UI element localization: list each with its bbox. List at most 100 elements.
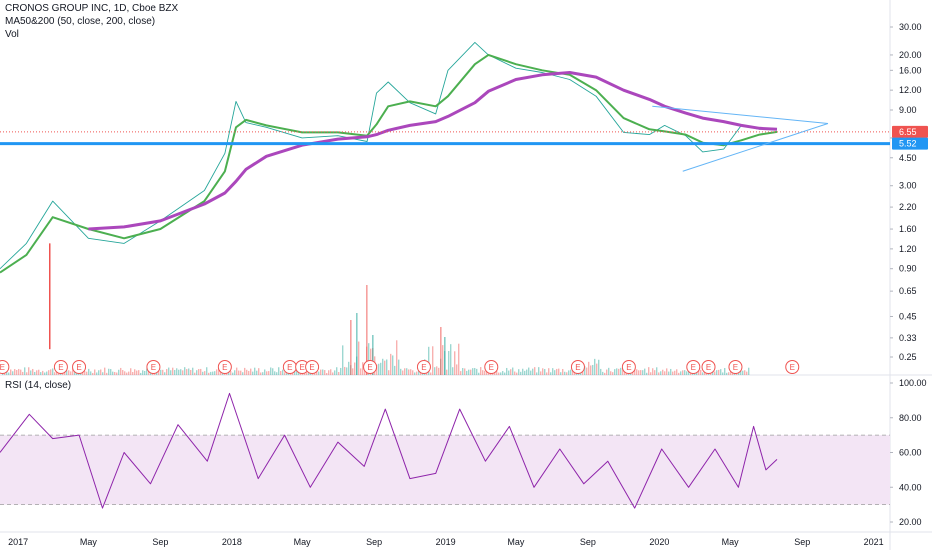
volume-bar — [260, 372, 262, 375]
volume-spike — [440, 327, 442, 375]
time-tick-label: Sep — [152, 537, 168, 547]
volume-bar — [106, 372, 108, 375]
price-tick-label: 0.65 — [899, 286, 917, 296]
volume-bar — [284, 372, 286, 375]
volume-bar — [130, 368, 132, 375]
volume-bar — [394, 365, 396, 375]
volume-bar — [102, 372, 104, 375]
time-tick-label: 2020 — [649, 537, 669, 547]
volume-bars — [2, 243, 750, 375]
volume-bar — [728, 372, 730, 375]
volume-bar — [184, 367, 186, 375]
volume-bar — [702, 372, 704, 375]
volume-bar — [38, 369, 40, 375]
volume-bar — [296, 368, 298, 375]
volume-bar — [568, 370, 570, 375]
volume-bar — [742, 370, 744, 375]
volume-bar — [700, 369, 702, 375]
volume-bar — [182, 370, 184, 375]
volume-bar — [16, 370, 18, 375]
volume-bar — [496, 368, 498, 375]
earnings-marker-label: E — [58, 363, 63, 372]
ma-label: MA50&200 (50, close, 200, close) — [5, 16, 156, 27]
volume-bar — [544, 369, 546, 375]
volume-bar — [622, 368, 624, 375]
earnings-marker — [53, 360, 68, 374]
volume-bar — [346, 367, 348, 375]
volume-bar — [564, 371, 566, 375]
volume-bar — [412, 370, 414, 375]
volume-bar — [180, 369, 182, 375]
volume-bar — [250, 368, 252, 375]
earnings-marker-label: E — [309, 363, 314, 372]
volume-bar — [240, 370, 242, 375]
volume-bar — [716, 370, 718, 375]
volume-bar — [512, 367, 514, 375]
volume-bar — [48, 370, 50, 375]
volume-bar — [72, 368, 74, 375]
volume-bar — [660, 371, 662, 375]
volume-bar — [276, 372, 278, 375]
volume-bar — [384, 360, 386, 375]
volume-spike — [372, 335, 374, 375]
volume-bar — [338, 371, 340, 375]
volume-bar — [604, 372, 606, 375]
volume-bar — [416, 371, 418, 375]
volume-bar — [334, 370, 336, 375]
rsi-tick-label: 60.00 — [899, 448, 922, 458]
earnings-marker-label: E — [299, 363, 304, 372]
price-tick-label: 2.20 — [899, 202, 917, 212]
volume-bar — [292, 372, 294, 375]
price-tick-label: 1.60 — [899, 224, 917, 234]
volume-bar — [322, 369, 324, 375]
volume-bar — [546, 372, 548, 375]
volume-bar — [678, 372, 680, 375]
volume-bar — [34, 371, 36, 375]
rsi-line — [0, 392, 778, 509]
volume-bar — [358, 341, 360, 375]
price-tick-label: 16.00 — [899, 65, 922, 75]
rsi-legend: RSI (14, close) — [5, 380, 71, 392]
earnings-marker-label: E — [421, 363, 426, 372]
price-tick-label: 20.00 — [899, 50, 922, 60]
volume-bar — [482, 370, 484, 375]
volume-bar — [590, 365, 592, 375]
volume-bar — [454, 351, 456, 375]
chart-title-legend: CRONOS GROUP INC, 1D, Cboe BZX — [5, 3, 178, 15]
volume-bar — [540, 371, 542, 375]
volume-bar — [594, 358, 596, 375]
volume-bar — [98, 370, 100, 375]
volume-bar — [748, 367, 750, 375]
volume-bar — [684, 370, 686, 375]
volume-bar — [138, 370, 140, 375]
volume-bar — [446, 369, 448, 375]
earnings-marker-label: E — [706, 363, 711, 372]
volume-bar — [368, 343, 370, 375]
volume-bar — [588, 361, 590, 375]
time-tick-label: Sep — [580, 537, 596, 547]
volume-bar — [10, 369, 12, 375]
volume-bar — [36, 370, 38, 375]
volume-bar — [172, 367, 174, 375]
volume-spike — [356, 313, 358, 375]
volume-bar — [188, 368, 190, 375]
volume-bar — [570, 369, 572, 375]
volume-bar — [156, 372, 158, 375]
ma50-line — [0, 53, 778, 274]
ma200-line — [88, 71, 778, 231]
volume-bar — [30, 370, 32, 375]
volume-bar — [532, 368, 534, 375]
volume-bar — [596, 363, 598, 375]
volume-bar — [510, 369, 512, 375]
volume-bar — [236, 367, 238, 375]
volume-bar — [610, 371, 612, 375]
volume-bar — [178, 369, 180, 375]
volume-bar — [448, 351, 450, 375]
volume-bar — [718, 369, 720, 375]
volume-bar — [462, 368, 464, 375]
earnings-marker — [686, 360, 701, 374]
earnings-marker — [305, 360, 320, 374]
volume-bar — [518, 369, 520, 375]
